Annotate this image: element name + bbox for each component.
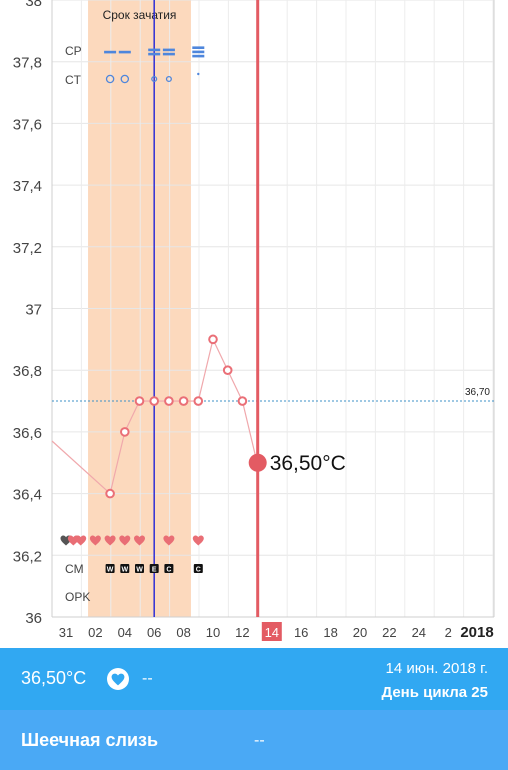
fertile-window-label: Срок зачатия xyxy=(103,8,177,22)
cp-mark xyxy=(118,50,131,54)
temp-point xyxy=(193,396,204,406)
cm-mark-label: W xyxy=(136,567,143,574)
intercourse-heart-icon xyxy=(119,535,131,546)
x-tick-label: 06 xyxy=(147,625,161,640)
cycle-day: День цикла 25 xyxy=(381,684,488,701)
intercourse-heart-icon xyxy=(192,535,204,546)
x-tick-label: 31 xyxy=(59,625,73,640)
y-tick-label: 36,4 xyxy=(13,487,42,504)
cm-mark xyxy=(120,564,130,573)
intercourse-heart-icon xyxy=(75,535,87,546)
temp-line-segment xyxy=(212,339,229,371)
y-tick-label: 37,4 xyxy=(13,178,42,195)
ct-mark xyxy=(105,74,115,84)
cervical-mucus-label: Шеечная слизь xyxy=(21,730,159,750)
x-tick-label: 16 xyxy=(294,625,308,640)
cm-mark xyxy=(135,564,144,573)
y-tick-label: 37,2 xyxy=(13,240,42,257)
intercourse-heart-icon xyxy=(134,535,145,546)
ct-mark xyxy=(197,72,200,76)
row-label-ct: CT xyxy=(65,73,82,87)
row-label-cp: CP xyxy=(65,44,82,58)
cp-mark xyxy=(162,52,175,56)
current-day-tick-bg xyxy=(261,622,282,641)
x-tick-label: 18 xyxy=(323,625,337,640)
row-label-opk: OPK xyxy=(65,590,90,604)
ct-mark xyxy=(151,75,158,83)
row-label-cm: CM xyxy=(65,562,84,576)
cervical-mucus-value: -- xyxy=(254,732,265,749)
cp-mark xyxy=(148,52,161,56)
temp-point xyxy=(105,488,115,499)
current-temp-label: 36,50°C xyxy=(270,452,346,475)
intercourse-value: -- xyxy=(142,670,153,687)
x-tick-label: 20 xyxy=(353,625,367,640)
cp-mark xyxy=(162,48,175,52)
x-tick-label: 12 xyxy=(235,625,249,640)
cm-mark-label: C xyxy=(196,567,201,574)
temp-point xyxy=(237,396,248,406)
coverline-label: 36,70 xyxy=(465,387,490,398)
temp-point xyxy=(149,396,159,406)
intercourse-heart-icon xyxy=(163,535,175,546)
temp-point xyxy=(134,396,145,406)
bbt-chart-svg: 36 36,2 36,4 36,6 36,8 37 37,2 37,4 37,6 37,8 38 Ср… xyxy=(13,0,495,641)
y-tick-label: 36,2 xyxy=(13,548,42,565)
y-tick-label: 37,8 xyxy=(13,55,42,72)
y-tick-label: 36,8 xyxy=(13,363,42,380)
x-tick-label: 2 xyxy=(445,625,452,640)
x-tick-label: 22 xyxy=(382,625,396,640)
cp-mark xyxy=(192,54,205,58)
y-tick-label: 36,6 xyxy=(13,425,42,442)
cp-mark xyxy=(104,50,117,54)
cervical-mucus-row[interactable]: Шеечная слизь -- xyxy=(0,710,508,770)
cm-mark xyxy=(105,564,115,573)
y-tick-label: 36 xyxy=(25,610,42,627)
heart-icon[interactable] xyxy=(107,668,129,690)
ct-mark xyxy=(165,75,172,83)
y-tick-label: 37 xyxy=(25,302,42,319)
temperature-chart[interactable]: 36 36,2 36,4 36,6 36,8 37 37,2 37,4 37,6 37,8 38 Ср… xyxy=(0,0,508,648)
ct-mark xyxy=(120,74,130,84)
x-tick-label: 14 xyxy=(265,625,279,640)
cm-mark-label: W xyxy=(107,567,114,574)
x-tick-label: 10 xyxy=(206,625,220,640)
intercourse-heart-icon xyxy=(89,535,101,546)
temp-line-segment xyxy=(51,440,111,495)
selected-date: 14 июн. 2018 г. xyxy=(385,660,488,677)
x-tick-label: 24 xyxy=(412,625,426,640)
temp-line-segment xyxy=(241,400,258,463)
cm-mark-label: W xyxy=(121,567,128,574)
selected-temperature: 36,50°C xyxy=(21,668,87,688)
cm-mark xyxy=(164,564,174,573)
temp-line-segment xyxy=(197,339,214,402)
temp-point xyxy=(178,396,189,406)
cm-mark xyxy=(193,564,203,573)
temp-line-segment xyxy=(109,431,126,494)
info-bar[interactable]: 36,50°C -- 14 июн. 2018 г. День цикла 25 xyxy=(0,648,508,710)
x-tick-label: 08 xyxy=(176,625,190,640)
x-tick-label: 02 xyxy=(88,625,102,640)
x-tick-label: 04 xyxy=(118,625,132,640)
cp-mark xyxy=(148,48,161,52)
current-temp-point xyxy=(248,453,267,472)
x-year-label: 2018 xyxy=(460,624,493,641)
temp-point xyxy=(222,365,233,376)
temp-line-segment xyxy=(227,369,243,402)
temp-point xyxy=(120,427,130,437)
cm-mark xyxy=(149,564,159,573)
temp-line-segment xyxy=(124,400,141,433)
y-tick-label: 37,6 xyxy=(13,116,42,133)
cm-mark-label: C xyxy=(166,567,171,574)
intercourse-heart-icon xyxy=(104,535,116,546)
temp-point xyxy=(164,396,174,406)
cp-mark xyxy=(192,50,205,54)
y-tick-label: 38 xyxy=(25,0,42,10)
cp-mark xyxy=(192,46,205,49)
temp-point xyxy=(208,334,218,345)
cm-mark-label: E xyxy=(152,567,157,574)
